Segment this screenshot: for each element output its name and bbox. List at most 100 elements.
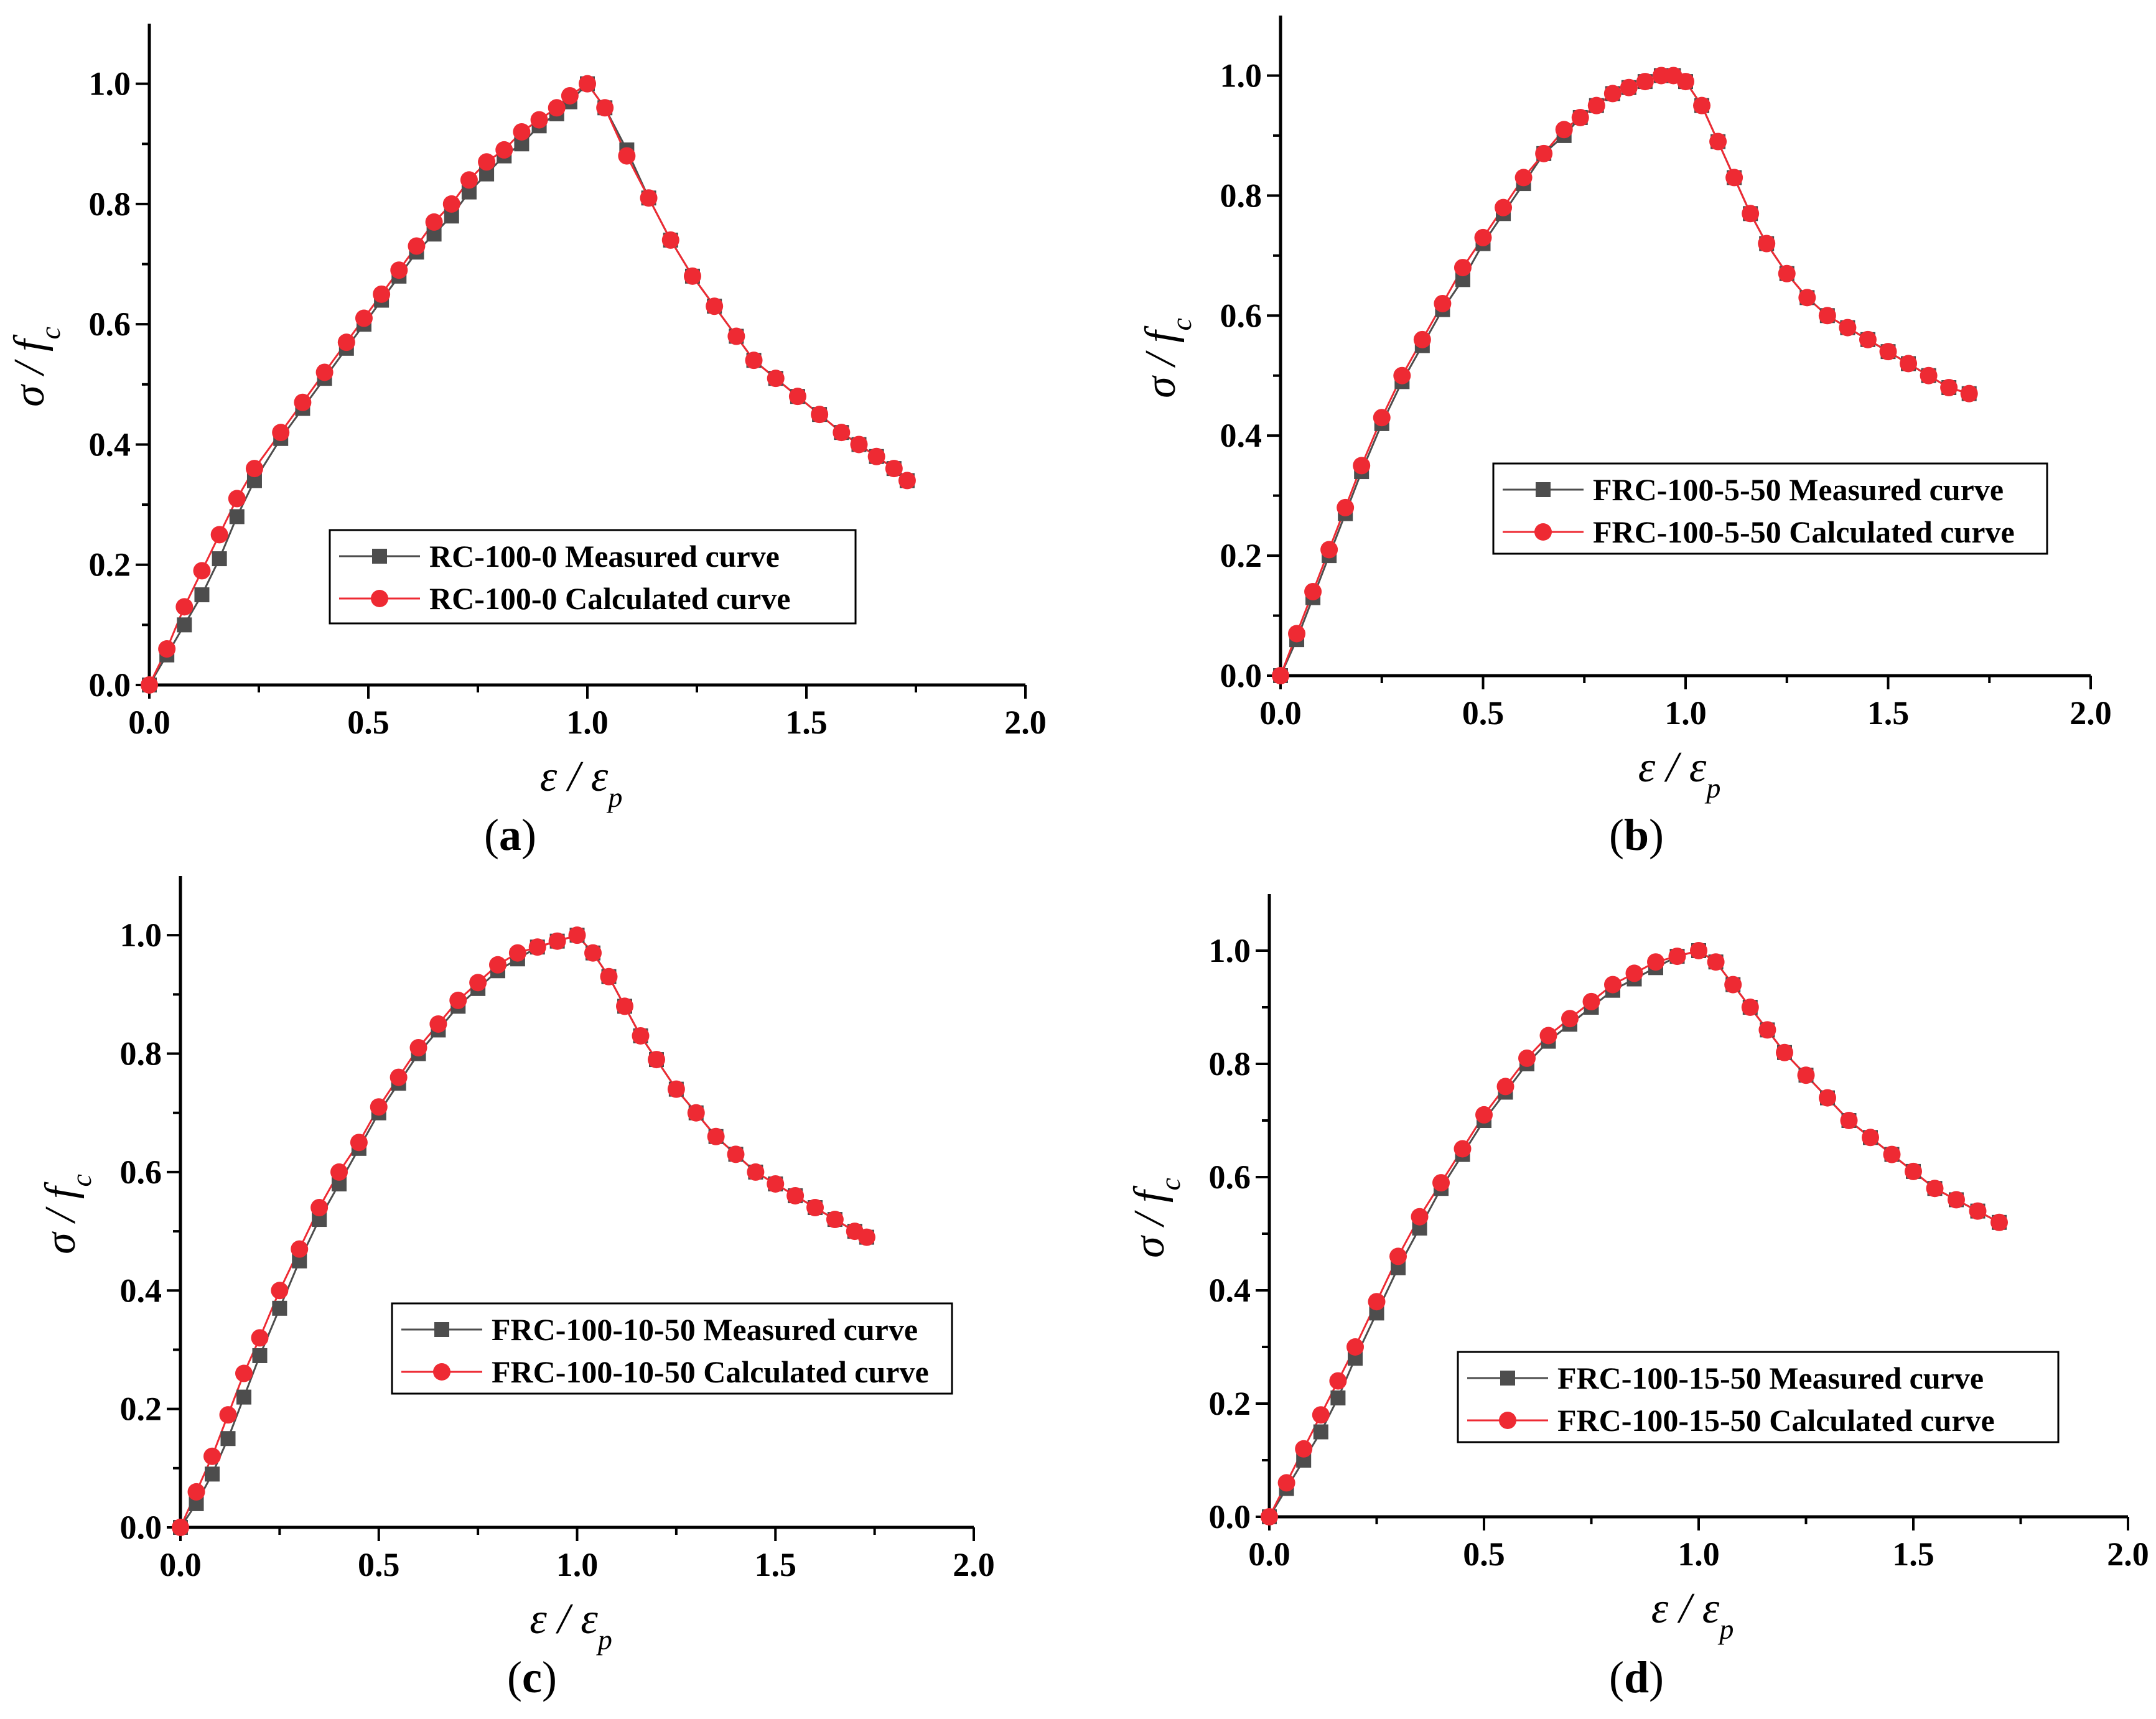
series-line-calculated: [1279, 75, 1970, 676]
legend-marker-circle: [1499, 1412, 1516, 1429]
data-point-calculated: [251, 1329, 269, 1347]
data-point-calculated: [1514, 169, 1533, 187]
caption-open: (: [507, 1652, 522, 1702]
x-axis-title: ε / εp: [1638, 743, 1721, 804]
data-point-calculated: [158, 640, 176, 658]
data-point-calculated: [1758, 1021, 1776, 1039]
data-point-calculated: [228, 490, 246, 508]
data-point-measured: [252, 1348, 268, 1363]
y-axis-title: σ / fc: [1126, 1178, 1186, 1258]
legend-label-calculated: FRC-100-15-50 Calculated curve: [1557, 1403, 1995, 1438]
data-point-calculated: [315, 363, 334, 381]
legend-marker-circle: [433, 1363, 450, 1381]
data-point-measured: [1313, 1424, 1328, 1440]
data-point-measured: [177, 617, 192, 633]
data-point-calculated: [667, 1080, 685, 1098]
x-tick-label: 1.5: [755, 1546, 797, 1583]
data-point-calculated: [1454, 1140, 1472, 1158]
data-point-calculated: [1555, 121, 1573, 139]
chart-panel-a: 0.0 0.5 1.0 1.5 2.0 0.0 0.2 0.4 0.6 0.8 1.0 ε / εp σ…: [6, 24, 1047, 860]
data-point-calculated: [747, 1163, 765, 1181]
data-point-measured: [272, 1300, 287, 1316]
x-tick-label: 1.0: [566, 704, 609, 741]
data-point-calculated: [811, 406, 829, 424]
data-point-calculated: [1368, 1293, 1386, 1311]
data-point-calculated: [1742, 205, 1760, 223]
legend-label-measured: FRC-100-10-50 Measured curve: [492, 1312, 918, 1347]
y-axis-title: σ / fc: [37, 1174, 97, 1254]
y-axis-title-sub: c: [1154, 1178, 1186, 1190]
y-tick-label: 0.8: [1209, 1045, 1251, 1083]
data-point-calculated: [1587, 96, 1605, 114]
x-axis-title-main: ε / ε: [1638, 743, 1707, 791]
data-point-calculated: [390, 261, 408, 279]
data-point-calculated: [1312, 1406, 1330, 1424]
x-tick-label: 0.0: [1259, 694, 1302, 732]
data-point-calculated: [1373, 409, 1391, 427]
y-tick-label: 0.0: [1209, 1498, 1251, 1535]
data-point-measured: [236, 1389, 251, 1405]
y-axis-title-main: σ / f: [1137, 325, 1185, 398]
data-point-calculated: [330, 1163, 348, 1181]
caption-letter: d: [1624, 1652, 1649, 1702]
data-point-calculated: [1518, 1049, 1536, 1067]
y-axis-title: σ / fc: [1137, 318, 1197, 398]
data-point-calculated: [1798, 289, 1816, 307]
data-point-calculated: [1620, 78, 1638, 96]
data-point-calculated: [1625, 964, 1643, 982]
data-point-calculated: [1571, 108, 1589, 126]
data-point-calculated: [1926, 1180, 1944, 1198]
data-point-calculated: [596, 99, 614, 117]
data-point-calculated: [600, 967, 618, 985]
data-point-calculated: [661, 231, 679, 249]
data-point-calculated: [478, 153, 496, 171]
caption-open: (: [1609, 1652, 1624, 1702]
legend-marker-square: [434, 1322, 449, 1337]
x-tick-label: 1.5: [1867, 694, 1910, 732]
data-point-calculated: [1320, 541, 1338, 559]
data-point-calculated: [1495, 198, 1513, 217]
legend-label-calculated: FRC-100-10-50 Calculated curve: [492, 1354, 929, 1389]
legend-box: [391, 1302, 953, 1395]
y-tick-label: 0.4: [120, 1272, 162, 1309]
data-point-calculated: [1636, 73, 1654, 91]
data-point-calculated: [175, 598, 194, 616]
data-point-calculated: [1840, 1112, 1858, 1129]
data-point-calculated: [548, 932, 566, 950]
data-point-calculated: [898, 472, 916, 490]
data-point-calculated: [1353, 457, 1371, 475]
data-point-calculated: [640, 189, 658, 207]
data-point-calculated: [1797, 1066, 1815, 1084]
data-point-calculated: [1859, 330, 1877, 348]
data-point-calculated: [1539, 1027, 1557, 1045]
data-point-calculated: [1940, 379, 1958, 397]
y-tick-label: 0.4: [1220, 417, 1262, 454]
data-point-calculated: [350, 1134, 368, 1152]
y-tick-label: 0.0: [89, 666, 131, 704]
x-axis-title-sub: p: [1717, 1613, 1734, 1645]
data-point-calculated: [390, 1068, 408, 1086]
x-axis-title-sub: p: [606, 781, 622, 813]
data-point-measured: [1330, 1390, 1346, 1405]
panel-caption: (b): [1609, 810, 1664, 860]
data-point-calculated: [1960, 384, 1978, 403]
y-tick-label: 1.0: [1209, 932, 1251, 969]
data-point-calculated: [408, 237, 426, 255]
x-tick-label: 2.0: [953, 1546, 995, 1583]
data-point-calculated: [1582, 992, 1600, 1010]
data-point-calculated: [1709, 133, 1727, 151]
data-point-calculated: [337, 333, 355, 352]
caption-letter: c: [522, 1652, 542, 1702]
data-point-calculated: [1758, 235, 1776, 253]
legend-label-measured: RC-100-0 Measured curve: [429, 539, 780, 574]
y-tick-label: 0.2: [120, 1391, 162, 1428]
data-point-calculated: [291, 1240, 309, 1258]
data-point-calculated: [294, 393, 312, 411]
x-axis-title-main: ε / ε: [540, 753, 609, 801]
caption-close: ): [1649, 810, 1664, 860]
y-tick-label: 0.4: [89, 426, 131, 463]
y-tick-label: 0.2: [1209, 1385, 1251, 1422]
data-point-calculated: [1272, 667, 1289, 684]
data-point-calculated: [584, 944, 602, 962]
